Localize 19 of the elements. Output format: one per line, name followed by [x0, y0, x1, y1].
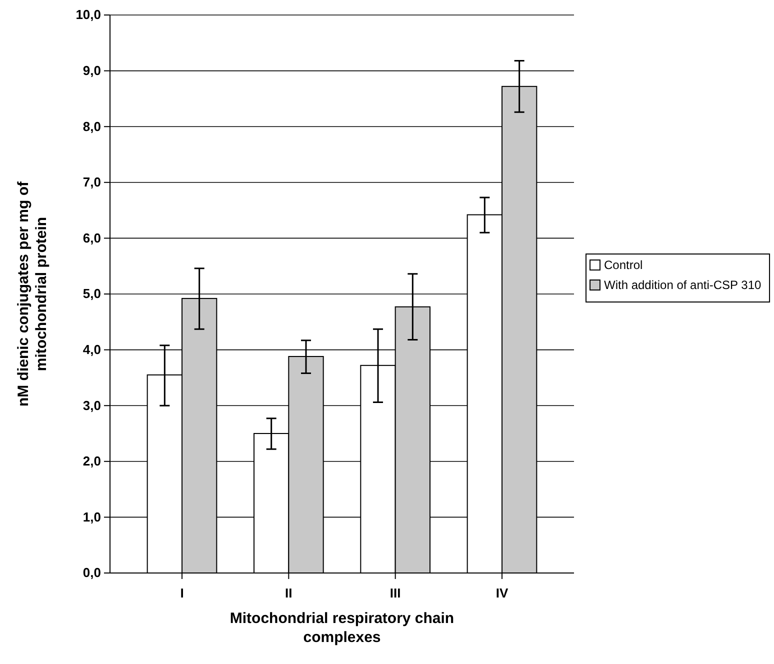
y-tick-label: 9,0 — [82, 62, 101, 78]
legend-label: Control — [604, 258, 643, 272]
y-tick-label: 2,0 — [82, 454, 101, 469]
y-axis-title: nM dienic conjugates per mg of mitochondrial protein — [15, 180, 50, 407]
y-tick-label: 5,0 — [82, 286, 101, 302]
x-axis-title: Mitochondrial respiratory chain complexes — [230, 610, 454, 646]
y-tick-label: 6,0 — [82, 230, 101, 246]
y-tick-label: 8,0 — [82, 118, 101, 134]
y-tick-label: 1,0 — [82, 509, 101, 524]
x-tick-label: III — [390, 586, 401, 601]
x-tick-label: IV — [496, 586, 508, 601]
x-tick-label: II — [285, 586, 292, 601]
y-tick-label: 7,0 — [82, 174, 101, 190]
y-tick-label: 10,0 — [76, 7, 101, 22]
y-tick-label: 3,0 — [82, 398, 101, 413]
legend-label: With addition of anti-CSP 310 — [604, 278, 762, 292]
x-tick-label: I — [180, 586, 184, 601]
y-tick-label: 0,0 — [82, 565, 101, 580]
y-tick-label: 4,0 — [82, 342, 101, 357]
